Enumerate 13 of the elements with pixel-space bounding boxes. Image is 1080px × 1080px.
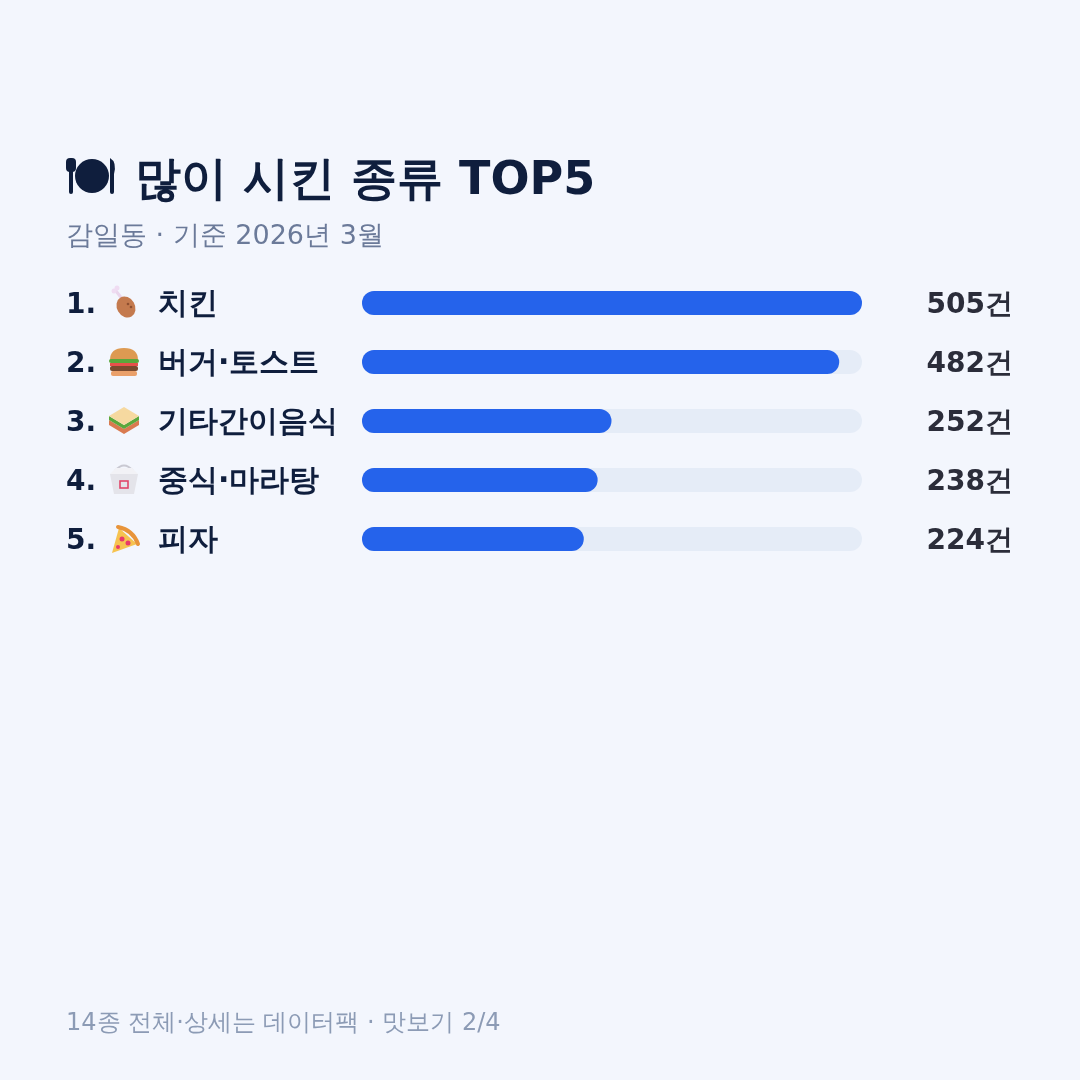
data-label: 252건 [926, 405, 1013, 438]
category-label: 1. 치킨 [66, 285, 218, 320]
data-label: 482건 [926, 346, 1013, 379]
chart-title: 많이 시킨 종류 TOP5 [135, 151, 596, 205]
data-label: 224건 [926, 523, 1013, 556]
data-label: 238건 [926, 464, 1013, 497]
data-label: 505건 [926, 287, 1013, 320]
category-label: 4. 중식·마라탕 [66, 462, 320, 497]
category-label: 2. 버거·토스트 [66, 344, 320, 379]
text: 14종 전체·상세는 데이터팩 · 맛보기 2/4 [66, 1008, 501, 1036]
chart-subtitle: 감일동 · 기준 2026년 3월 [66, 219, 384, 250]
category-label: 5. 피자 [66, 521, 218, 556]
category-label: 3. 기타간이음식 [66, 403, 338, 438]
